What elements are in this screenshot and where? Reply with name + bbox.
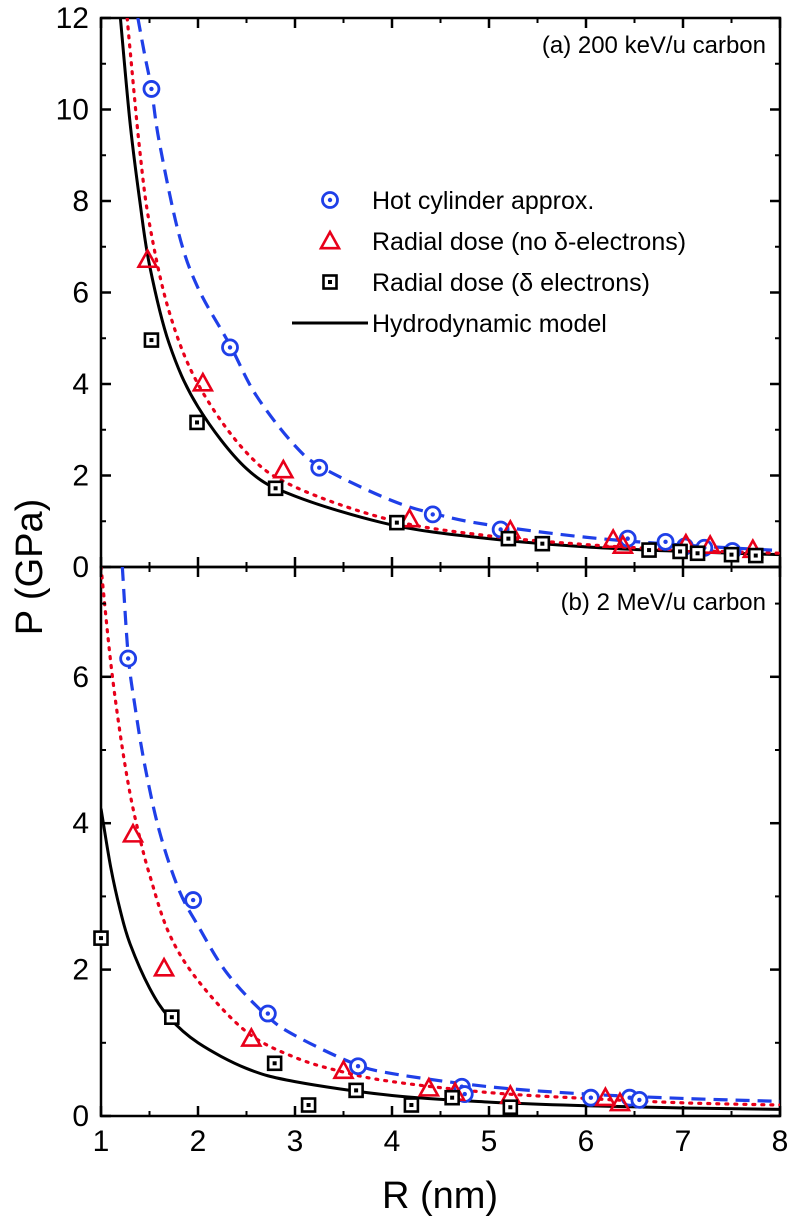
- x-tick-label: 5: [481, 1125, 498, 1158]
- panel-b-circle-dot-point: [119, 649, 138, 668]
- y-tick-label: 12: [56, 2, 89, 35]
- panel-a-plot-area: [118, 18, 780, 557]
- legend-label: Radial dose (δ electrons): [372, 269, 650, 297]
- panel-a-triangle-point: [398, 507, 421, 528]
- panel-a-triangle-point: [136, 247, 159, 269]
- panel-b-square-dot-point: [266, 1055, 283, 1072]
- y-tick-label: 6: [72, 277, 89, 310]
- panel-a-square-dot-point: [689, 545, 706, 562]
- panel-a-square-dot-point: [672, 543, 688, 560]
- legend-label: Hydrodynamic model: [372, 310, 607, 338]
- panel-b-circle-dot-point: [581, 1088, 600, 1107]
- panel-a-solid-curve: [118, 18, 780, 557]
- panel-b-circle-dot-point: [630, 1090, 649, 1109]
- panel-b-label: (b) 2 MeV/u carbon: [561, 589, 766, 616]
- panel-b-triangle-point: [417, 1076, 441, 1097]
- panel-b-circle-dot-point: [349, 1057, 367, 1076]
- panel-b-triangle-point: [121, 822, 145, 843]
- x-tick-label: 4: [384, 1125, 401, 1158]
- panel-a-triangle-point: [698, 533, 722, 554]
- panel-b-triangle-point: [594, 1086, 617, 1107]
- y-tick-label: 10: [56, 94, 89, 127]
- panel-b-markers: [93, 649, 649, 1116]
- panel-a-circle-dot-point: [656, 532, 675, 551]
- panel-a-square-dot-point: [189, 414, 205, 431]
- x-tick-label: 7: [675, 1125, 692, 1158]
- y-tick-label: 4: [72, 807, 89, 840]
- legend-symbol: [318, 229, 342, 250]
- panel-b-square-dot-point: [444, 1089, 460, 1106]
- x-tick-label: 3: [287, 1125, 304, 1158]
- panel-a-circle-dot-point: [423, 505, 442, 524]
- panel-b-triangle-point: [152, 956, 176, 977]
- panel-a-circle-dot-point: [310, 458, 329, 477]
- y-axis-title: P (GPa): [9, 499, 51, 636]
- y-tick-label: 8: [72, 185, 89, 218]
- panel-a-curves: [118, 18, 780, 557]
- panel-a-label: (a) 200 keV/u carbon: [542, 32, 766, 59]
- panel-a-square-dot-point: [723, 546, 740, 563]
- panel-b-triangle-point: [240, 1026, 263, 1047]
- panel-a-square-dot-point: [747, 547, 764, 564]
- panel-b-dotted-curve: [101, 567, 780, 1107]
- legend-item-radial-dose-no-electrons: Radial dose (no δ-electrons): [318, 228, 686, 256]
- y-tick-label: 2: [72, 954, 89, 987]
- panel-a-square-dot-point: [500, 530, 517, 547]
- panel-a-circle-dot-point: [221, 338, 239, 357]
- panel-a-square-dot-point: [267, 480, 284, 497]
- y-tick-label: 2: [72, 460, 89, 493]
- legend-symbol: [321, 191, 339, 209]
- x-axis-title: R (nm): [382, 1175, 498, 1217]
- panel-b: 1 2 3 4 5 6 7 8 0 2 4 6 (b) 2 MeV/u carbon: [72, 565, 788, 1158]
- panel-b-square-dot-point: [502, 1099, 519, 1116]
- legend-item-hydrodynamic-model: Hydrodynamic model: [292, 310, 607, 338]
- panel-a-circle-dot-point: [142, 80, 161, 98]
- legend-item-radial-dose-electrons: Radial dose (δ electrons): [322, 269, 650, 297]
- panel-b-square-dot-point: [164, 1009, 180, 1025]
- panel-a-triangle-point: [191, 371, 215, 392]
- legend-label: Hot cylinder approx.: [372, 187, 594, 215]
- panel-a-triangle-point: [601, 527, 625, 549]
- legend-symbol: [322, 274, 338, 290]
- y-tick-label: 0: [72, 1100, 89, 1133]
- x-tick-label: 2: [190, 1125, 207, 1158]
- y-tick-label: 6: [72, 661, 89, 694]
- panel-b-circle-dot-point: [258, 1004, 277, 1023]
- panel-b-frame: [99, 565, 782, 1118]
- panel-a-markers: [136, 80, 765, 564]
- x-tick-label: 1: [93, 1125, 110, 1158]
- panel-a-dashed-curve: [136, 18, 780, 553]
- panel-b-dashed-curve: [120, 567, 780, 1103]
- panel-b-square-dot-point: [93, 930, 109, 946]
- y-tick-label: 4: [72, 368, 89, 401]
- panel-a-square-dot-point: [534, 535, 551, 552]
- panel-b-curves: [101, 567, 780, 1111]
- panel-a-square-dot-point: [389, 514, 405, 531]
- legend: Hot cylinder approx. Radial dose (no δ-el…: [292, 187, 686, 338]
- x-tick-label: 6: [578, 1125, 595, 1158]
- y-tick-label: 0: [72, 551, 89, 584]
- panel-a-dotted-curve: [125, 18, 780, 555]
- panel-b-square-dot-point: [403, 1097, 420, 1113]
- panel-b-plot-area: [101, 567, 780, 1111]
- legend-item-hot-cylinder-approx: Hot cylinder approx.: [321, 187, 594, 215]
- panel-b-square-dot-point: [300, 1097, 317, 1113]
- panel-a-triangle-point: [272, 458, 295, 479]
- x-tick-label: 8: [772, 1125, 789, 1158]
- panel-b-triangle-point: [608, 1091, 632, 1112]
- panel-a-triangle-point: [611, 533, 635, 554]
- panel-b-solid-curve: [101, 808, 780, 1111]
- panel-a: 0 2 4 6 8 10 12 (a) 200 keV/u carbon Hot cylin…: [56, 2, 782, 584]
- panel-b-square-dot-point: [348, 1082, 364, 1099]
- panel-a-square-dot-point: [641, 542, 657, 558]
- legend-label: Radial dose (no δ-electrons): [372, 228, 686, 256]
- panel-a-square-dot-point: [143, 332, 160, 348]
- panel-b-circle-dot-point: [184, 891, 203, 909]
- panel-b-ticks: 1 2 3 4 5 6 7 8 0 2 4 6: [72, 567, 788, 1158]
- panel-b-triangle-point: [332, 1058, 355, 1080]
